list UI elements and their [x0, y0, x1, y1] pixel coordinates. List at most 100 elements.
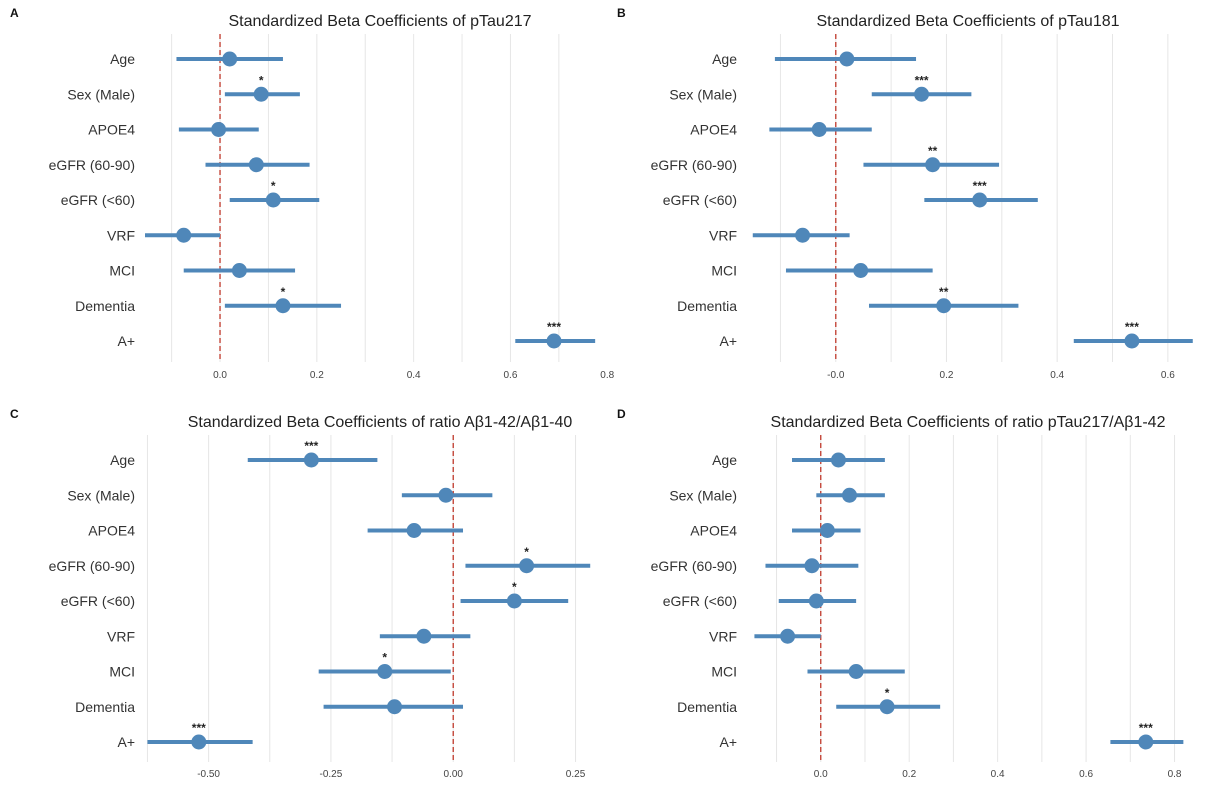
- y-tick-label: Dementia: [75, 699, 135, 715]
- y-tick-label: Sex (Male): [669, 86, 737, 102]
- significance-marker: *: [512, 580, 517, 594]
- estimate-point: [811, 122, 827, 137]
- y-tick-label: eGFR (<60): [61, 593, 135, 609]
- y-tick-label: MCI: [109, 664, 135, 680]
- x-tick-label: 0.4: [991, 769, 1005, 780]
- estimate-point: [222, 51, 238, 67]
- panel-label: C: [10, 407, 19, 421]
- estimate-point: [804, 558, 820, 574]
- panel-b: B Standardized Beta Coefficients of pTau1…: [617, 6, 1193, 381]
- x-tick-label: 0.2: [310, 370, 324, 381]
- x-tick-label: -0.50: [197, 769, 220, 780]
- estimate-point: [848, 664, 864, 679]
- y-tick-label: MCI: [711, 263, 737, 279]
- y-tick-label: Sex (Male): [67, 487, 135, 503]
- x-tick-label: 0.0: [814, 769, 828, 780]
- estimate-point: [879, 699, 895, 715]
- y-tick-label: Age: [110, 51, 135, 67]
- significance-marker: *: [259, 73, 264, 87]
- estimate-point: [265, 192, 281, 208]
- significance-marker: **: [939, 285, 949, 299]
- significance-marker: *: [524, 545, 529, 559]
- y-tick-label: APOE4: [88, 523, 135, 539]
- panel-title: Standardized Beta Coefficients of ratio …: [771, 414, 1166, 431]
- x-tick-label: 0.6: [503, 370, 517, 381]
- estimate-point: [925, 157, 941, 173]
- significance-marker: ***: [304, 439, 318, 453]
- significance-marker: ***: [1139, 721, 1153, 735]
- y-tick-label: eGFR (<60): [663, 192, 737, 208]
- estimate-point: [506, 593, 522, 609]
- y-tick-label: Dementia: [677, 298, 737, 314]
- x-tick-label: 0.2: [940, 370, 954, 381]
- x-tick-label: 0.6: [1079, 769, 1093, 780]
- y-tick-label: Dementia: [677, 699, 737, 715]
- y-tick-label: VRF: [709, 628, 737, 644]
- estimate-point: [387, 699, 403, 715]
- x-tick-label: 0.2: [902, 769, 916, 780]
- x-tick-label: 0.8: [600, 370, 614, 381]
- y-tick-label: Age: [110, 452, 135, 468]
- panel-title: Standardized Beta Coefficients of pTau18…: [816, 13, 1119, 30]
- estimate-point: [1138, 734, 1154, 750]
- estimate-point: [853, 263, 869, 278]
- panel-d: D Standardized Beta Coefficients of ratio…: [617, 407, 1184, 780]
- panel-label: B: [617, 6, 626, 20]
- estimate-point: [176, 227, 192, 243]
- x-tick-label: -0.0: [827, 370, 845, 381]
- estimate-point: [253, 86, 269, 102]
- y-tick-label: A+: [719, 333, 737, 349]
- significance-marker: ***: [915, 73, 929, 87]
- panel-label: A: [10, 6, 19, 20]
- estimate-point: [438, 487, 454, 503]
- x-tick-label: 0.6: [1161, 370, 1175, 381]
- estimate-point: [830, 452, 846, 468]
- y-tick-label: MCI: [109, 263, 135, 279]
- estimate-point: [248, 157, 264, 173]
- significance-marker: ***: [973, 179, 987, 193]
- x-tick-label: 0.0: [213, 370, 227, 381]
- significance-marker: ***: [547, 320, 561, 334]
- panel-a: A Standardized Beta Coefficients of pTau2…: [10, 6, 615, 381]
- y-tick-label: eGFR (60-90): [651, 157, 737, 173]
- estimate-point: [839, 51, 855, 67]
- y-tick-label: eGFR (60-90): [49, 157, 135, 173]
- y-tick-label: Sex (Male): [669, 487, 737, 503]
- x-tick-label: 0.4: [1050, 370, 1064, 381]
- x-tick-label: 0.00: [443, 769, 463, 780]
- panel-title: Standardized Beta Coefficients of pTau21…: [228, 13, 531, 30]
- estimate-point: [780, 628, 796, 644]
- y-tick-label: MCI: [711, 664, 737, 680]
- y-tick-label: Dementia: [75, 298, 135, 314]
- y-tick-label: APOE4: [690, 122, 737, 138]
- significance-marker: *: [271, 179, 276, 193]
- y-tick-label: A+: [719, 734, 737, 750]
- x-tick-label: 0.25: [566, 769, 586, 780]
- estimate-point: [416, 628, 432, 644]
- panel-label: D: [617, 407, 626, 421]
- x-tick-label: 0.8: [1168, 769, 1182, 780]
- panel-c: C Standardized Beta Coefficients of ratio…: [10, 407, 591, 780]
- y-tick-label: APOE4: [88, 122, 135, 138]
- estimate-point: [819, 523, 835, 538]
- estimate-point: [519, 558, 535, 574]
- significance-marker: **: [928, 144, 938, 158]
- y-tick-label: Sex (Male): [67, 86, 135, 102]
- y-tick-label: Age: [712, 452, 737, 468]
- estimate-point: [191, 734, 207, 750]
- y-tick-label: VRF: [107, 628, 135, 644]
- significance-marker: *: [281, 285, 286, 299]
- y-tick-label: APOE4: [690, 523, 737, 539]
- estimate-point: [406, 523, 422, 538]
- y-tick-label: eGFR (60-90): [49, 558, 135, 574]
- estimate-point: [275, 298, 291, 314]
- estimate-point: [211, 122, 227, 137]
- significance-marker: *: [382, 651, 387, 665]
- significance-marker: *: [885, 686, 890, 700]
- estimate-point: [972, 192, 988, 208]
- estimate-point: [936, 298, 952, 314]
- significance-marker: ***: [192, 721, 206, 735]
- estimate-point: [914, 86, 930, 102]
- estimate-point: [1124, 333, 1140, 349]
